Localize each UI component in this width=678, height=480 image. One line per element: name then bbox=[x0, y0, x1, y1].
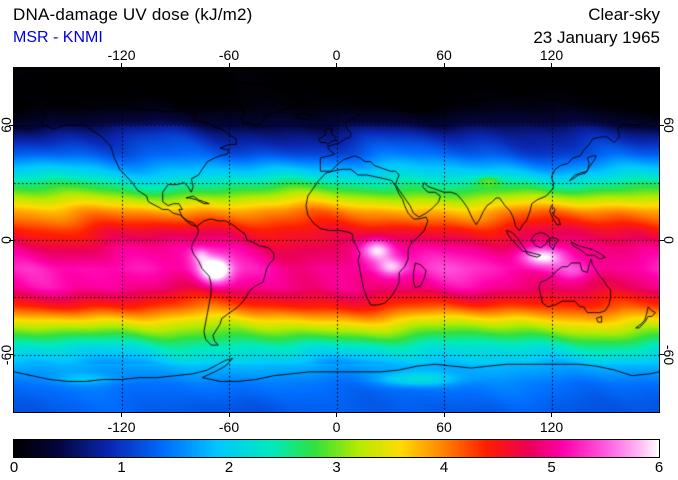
figure-source-label: MSR - KNMI bbox=[13, 29, 103, 46]
x-axis-tick-label-top: 120 bbox=[539, 47, 564, 63]
x-axis-tick-label-top: 60 bbox=[436, 47, 452, 63]
world-map-plot bbox=[13, 67, 660, 413]
y-axis-tick-label-left: -60 bbox=[0, 344, 14, 365]
colorbar-tick-label: 2 bbox=[224, 459, 234, 476]
y-axis-tick-mark bbox=[660, 354, 664, 356]
y-axis-tick-label-right: 0 bbox=[661, 236, 677, 244]
x-axis-tick-label-top: -60 bbox=[218, 47, 240, 63]
x-axis-tick-mark bbox=[443, 413, 445, 417]
x-axis-tick-mark bbox=[336, 413, 337, 417]
y-axis-tick-label-left: 0 bbox=[0, 236, 14, 244]
y-axis-tick-mark bbox=[660, 124, 664, 126]
colorbar-tick-label: 5 bbox=[547, 459, 556, 476]
colorbar-tick-label: 3 bbox=[332, 459, 341, 476]
colorbar-tick-label: 1 bbox=[117, 459, 126, 476]
x-axis-tick-label-bottom: -60 bbox=[218, 419, 240, 435]
x-axis-tick-mark bbox=[121, 413, 122, 417]
colorbar-tick-label: 0 bbox=[9, 459, 19, 476]
x-axis-tick-mark bbox=[551, 413, 552, 417]
figure-date: 23 January 1965 bbox=[533, 28, 660, 47]
colorbar-tick-label: 4 bbox=[439, 459, 449, 476]
x-axis-tick-label-bottom: 0 bbox=[332, 419, 341, 435]
x-axis-tick-label-top: -120 bbox=[107, 47, 136, 63]
colorbar bbox=[13, 439, 660, 458]
y-axis-tick-mark bbox=[660, 239, 664, 241]
figure-title: DNA-damage UV dose (kJ/m2) bbox=[13, 5, 253, 24]
y-axis-tick-label-left: 60 bbox=[0, 117, 14, 134]
y-axis-tick-label-right: -60 bbox=[661, 344, 677, 365]
x-axis-tick-label-bottom: 120 bbox=[539, 419, 564, 435]
uv-heatmap-canvas bbox=[14, 68, 659, 412]
colorbar-gradient-canvas bbox=[14, 440, 659, 457]
x-axis-tick-label-bottom: -120 bbox=[107, 419, 136, 435]
x-axis-tick-label-bottom: 60 bbox=[436, 419, 452, 435]
colorbar-tick-label: 6 bbox=[654, 459, 664, 476]
sky-condition-label: Clear-sky bbox=[588, 5, 660, 24]
x-axis-tick-mark bbox=[228, 413, 230, 417]
x-axis-tick-label-top: 0 bbox=[332, 47, 341, 63]
y-axis-tick-label-right: 60 bbox=[661, 117, 677, 134]
